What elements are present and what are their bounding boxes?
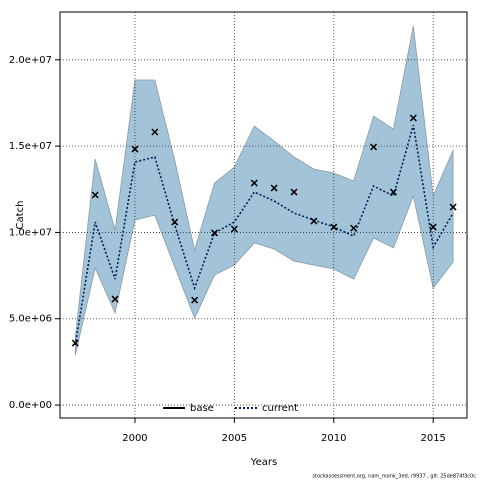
observed-point <box>230 225 238 233</box>
y-tick-label: 2.0e+07 <box>9 55 52 66</box>
y-tick-label: 1.5e+07 <box>9 141 52 152</box>
y-tick-label: 1.0e+07 <box>9 227 52 238</box>
observed-point <box>111 295 119 303</box>
x-tick-label: 2010 <box>321 433 346 444</box>
observed-point <box>210 229 219 237</box>
observed-point <box>409 114 417 122</box>
x-tick-label: 2015 <box>420 433 445 444</box>
y-tick-label: 0.0e+00 <box>9 400 52 411</box>
y-tick-label: 5.0e+06 <box>9 314 52 325</box>
observed-point <box>389 188 397 196</box>
observed-point <box>171 218 179 226</box>
observed-point <box>91 191 99 199</box>
observed-point <box>370 143 378 151</box>
legend-label: base <box>190 403 214 414</box>
x-tick-label: 2000 <box>122 433 147 444</box>
observed-point <box>290 188 298 196</box>
observed-point <box>449 203 457 211</box>
observed-point <box>71 339 79 347</box>
legend-label: current <box>262 403 298 414</box>
observed-point <box>270 184 278 192</box>
series-line <box>74 124 454 346</box>
x-tick-label: 2005 <box>222 433 247 444</box>
observed-point <box>191 296 199 304</box>
observed-point <box>310 217 318 225</box>
observed-point <box>330 223 338 231</box>
observed-point <box>250 179 258 187</box>
observed-point <box>350 224 358 232</box>
y-axis-label: Catch <box>15 201 26 230</box>
confidence-band <box>74 25 454 356</box>
x-axis-label: Years <box>250 457 277 468</box>
observed-point <box>429 223 437 231</box>
footer: stockassessment.org, nam_monk_3ed, r9937… <box>312 474 476 480</box>
observed-point <box>131 145 139 153</box>
plot-frame <box>59 11 468 419</box>
observed-point <box>151 128 159 136</box>
